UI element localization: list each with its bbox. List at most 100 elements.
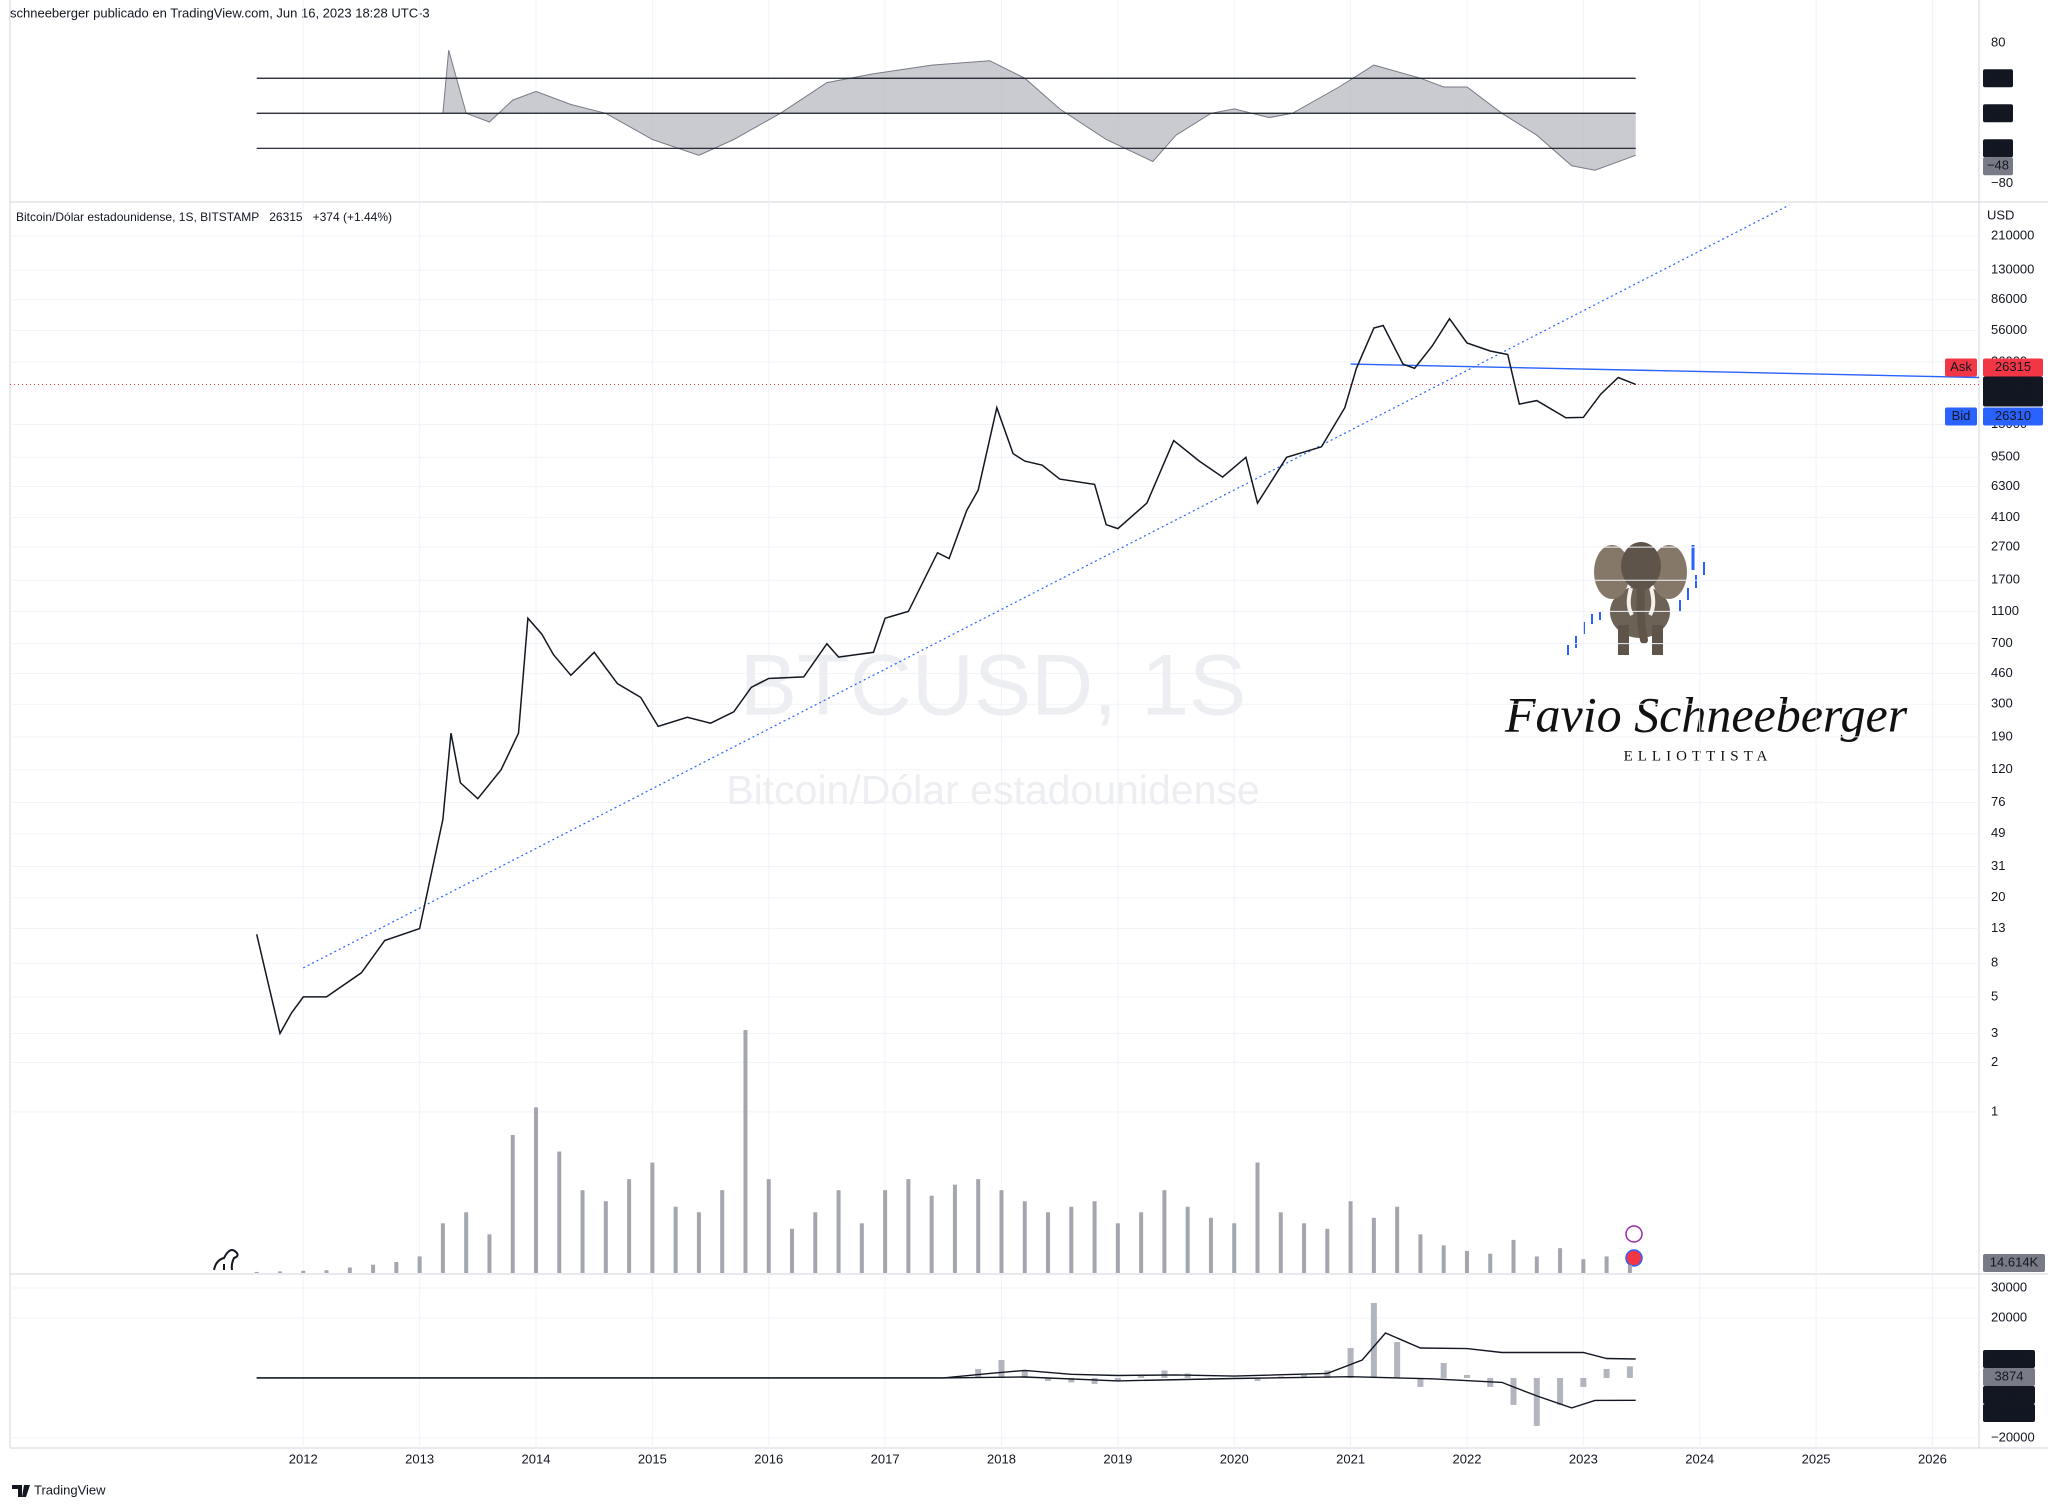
y-tick-label: 4100 <box>1991 509 2020 524</box>
x-tick-label: 2026 <box>1918 1451 1947 1466</box>
volume-bar <box>487 1234 492 1273</box>
dino-icon <box>213 1249 239 1271</box>
histogram-bar <box>1533 1377 1540 1426</box>
x-tick-label: 2020 <box>1220 1451 1249 1466</box>
y-tick-label: 190 <box>1991 728 2013 743</box>
volume-bar <box>464 1212 469 1273</box>
y-tick-label: 210000 <box>1991 227 2034 242</box>
oscillator-line <box>442 50 1636 171</box>
histogram-bar <box>1394 1341 1401 1378</box>
histogram-bar <box>1045 1377 1052 1381</box>
x-tick-label: 2013 <box>405 1451 434 1466</box>
volume-bar <box>371 1264 376 1273</box>
volume-bar <box>650 1162 655 1273</box>
volume-bar <box>580 1190 585 1273</box>
x-tick-label: 2023 <box>1569 1451 1598 1466</box>
elephant-ear <box>1651 545 1687 599</box>
x-tick-label: 2022 <box>1453 1451 1482 1466</box>
volume-bar <box>1604 1256 1609 1273</box>
y-tick-label: 6300 <box>1991 478 2020 493</box>
quote-value-box <box>1983 358 2043 377</box>
volume-bar <box>999 1190 1004 1273</box>
watermark-symbol: BTCUSD, 1S <box>740 638 1247 734</box>
indicator-label-box <box>1983 1386 2035 1405</box>
last-price: 26315 <box>1995 376 2031 391</box>
volume-bar <box>1418 1234 1423 1273</box>
elephant-tusk <box>1626 587 1634 617</box>
indicator-line <box>256 1332 1636 1379</box>
level-label: 0 <box>1994 105 2001 120</box>
volume-bar <box>1395 1206 1400 1273</box>
volume-bar <box>1092 1201 1097 1273</box>
y-tick-label: 130000 <box>1991 262 2034 277</box>
y-tick-label: 9500 <box>1991 449 2020 464</box>
price-line <box>255 317 1636 1036</box>
volume-bar <box>254 1271 259 1273</box>
quote-name-box <box>1945 407 1977 426</box>
volume-bar <box>743 1030 748 1273</box>
x-tick-label: 2014 <box>522 1451 551 1466</box>
volume-bar <box>440 1223 445 1273</box>
indicator-line <box>256 1375 1636 1409</box>
event-icon <box>1625 1249 1643 1267</box>
elephant-leg <box>1618 625 1629 655</box>
last-price-box <box>1983 376 2043 407</box>
volume-bar <box>1348 1201 1353 1273</box>
histogram-bar <box>1557 1377 1564 1405</box>
histogram-bar <box>1463 1374 1470 1378</box>
y-tick-label: 20 <box>1991 889 2005 904</box>
elephant-trunk <box>1636 581 1648 644</box>
volume-bar <box>347 1267 352 1273</box>
volume-bar <box>929 1195 934 1273</box>
last-value-label: −48 <box>1987 158 2009 173</box>
x-tick-label: 2021 <box>1336 1451 1365 1466</box>
histogram-bar <box>1138 1374 1145 1378</box>
y-tick-label: 30000 <box>1991 1279 2027 1294</box>
level-label: −40 <box>1987 140 2009 155</box>
quote-name: Bid <box>1952 408 1971 423</box>
volume-bar <box>859 1223 864 1273</box>
legend-symbol: Bitcoin/Dólar estadounidense, 1S, BITSTA… <box>16 210 259 224</box>
y-tick-label: 86000 <box>1991 291 2027 306</box>
y-tick-label: 76 <box>1991 794 2005 809</box>
volume-bar <box>1115 1223 1120 1273</box>
histogram-bar <box>1626 1366 1633 1378</box>
histogram-bar <box>1091 1377 1098 1384</box>
volume-label: 14.614K <box>1990 1254 2039 1269</box>
x-tick-label: 2012 <box>289 1451 318 1466</box>
watermark-description: Bitcoin/Dólar estadounidense <box>726 767 1259 813</box>
volume-bar <box>790 1228 795 1273</box>
volume-bar <box>1627 1264 1632 1273</box>
volume-bar <box>836 1190 841 1273</box>
volume-bar <box>766 1179 771 1273</box>
indicator-label-box <box>1983 1404 2035 1423</box>
volume-bar <box>510 1134 515 1273</box>
volume-bar <box>906 1179 911 1273</box>
x-tick-label: 2025 <box>1802 1451 1831 1466</box>
volume-bar <box>673 1206 678 1273</box>
y-tick-label: 300 <box>1991 696 2013 711</box>
volume-bar <box>1302 1223 1307 1273</box>
y-tick-label: 8 <box>1991 955 1998 970</box>
elephant-tusk <box>1648 587 1656 617</box>
volume-bar <box>417 1256 422 1273</box>
volume-bar <box>1441 1245 1446 1273</box>
elephant-logo <box>1567 542 1705 655</box>
currency: USD <box>1987 207 2014 222</box>
quote-value-box <box>1983 407 2043 426</box>
x-tick-label: 2018 <box>987 1451 1016 1466</box>
volume-bar <box>1488 1253 1493 1273</box>
histogram-bar <box>1580 1377 1587 1387</box>
x-tick-label: 2016 <box>754 1451 783 1466</box>
histogram-bar <box>998 1359 1005 1378</box>
volume-bar <box>627 1179 632 1273</box>
volume-bar <box>1325 1228 1330 1273</box>
event-icon <box>1625 1225 1643 1243</box>
brand-logo <box>12 1485 30 1497</box>
y-tick-label: −20000 <box>1991 1429 2035 1444</box>
volume-bar <box>813 1212 818 1273</box>
volume-bar <box>952 1184 957 1273</box>
legend-last: 26315 <box>269 210 303 224</box>
